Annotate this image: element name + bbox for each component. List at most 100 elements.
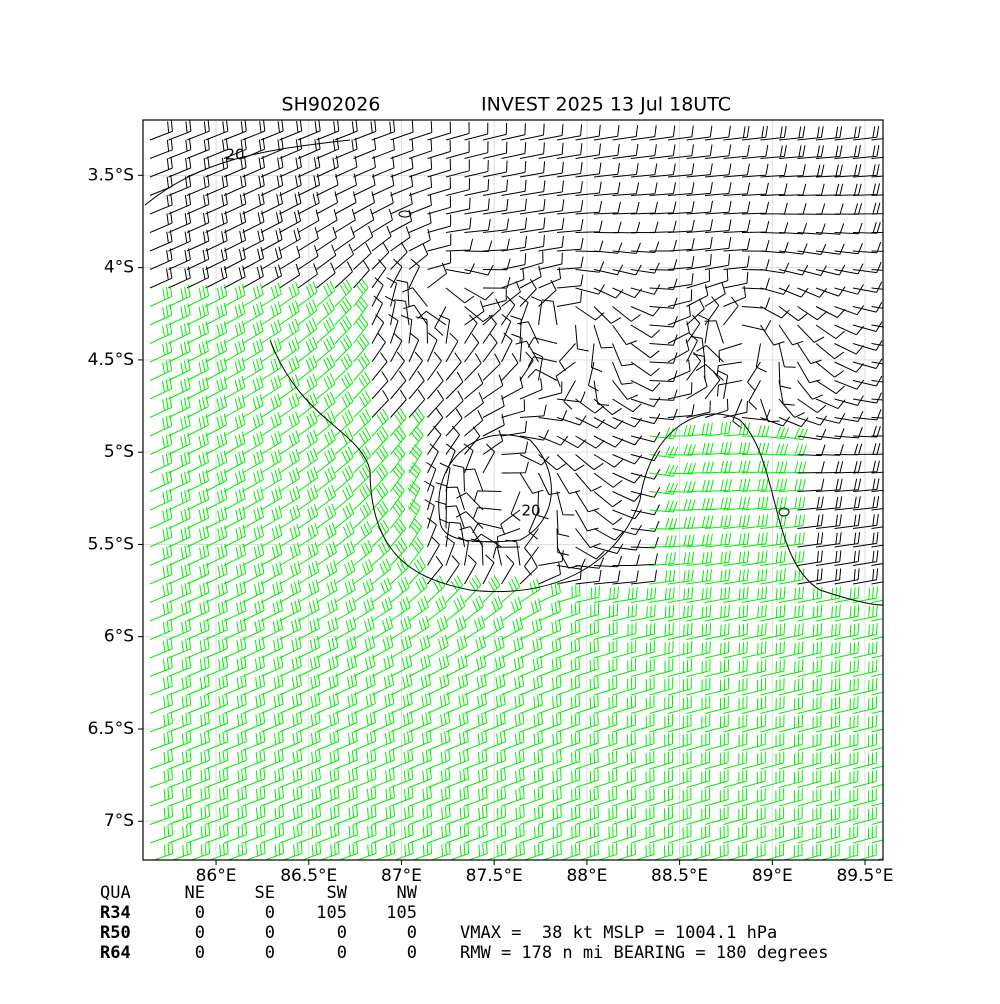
wind-barb xyxy=(279,337,300,363)
wind-barb xyxy=(612,324,638,346)
wind-barb xyxy=(445,786,469,807)
wind-barb xyxy=(634,843,655,860)
wind-barb xyxy=(205,655,229,677)
wind-barb xyxy=(612,676,636,696)
wind-barb xyxy=(741,425,770,437)
wind-barb xyxy=(448,842,470,860)
wind-barb xyxy=(205,674,229,696)
wind-barb xyxy=(438,314,451,344)
wind-barb xyxy=(797,126,824,141)
wind-barb xyxy=(482,289,507,307)
wind-barb xyxy=(260,449,282,474)
wind-barb xyxy=(371,482,389,511)
wind-barb xyxy=(445,634,468,659)
wind-barb xyxy=(316,466,337,492)
wind-barb xyxy=(852,751,877,770)
wind-barb xyxy=(371,711,395,733)
wind-barb xyxy=(649,658,674,677)
wind-barb xyxy=(279,523,301,548)
x-tick-label: 86.5°E xyxy=(280,866,337,886)
wind-barb xyxy=(563,380,576,410)
wind-barb xyxy=(760,769,785,788)
wind-barb xyxy=(593,543,624,554)
wind-barb xyxy=(297,504,319,529)
wind-barb xyxy=(575,306,605,321)
wind-barb xyxy=(223,749,247,770)
wind-barb xyxy=(473,490,502,502)
contour-label: 20 xyxy=(521,502,540,520)
wind-barb xyxy=(186,693,210,714)
wind-barb xyxy=(538,824,562,844)
wind-barb xyxy=(501,236,527,252)
wind-barb xyxy=(482,218,509,233)
plot-frame xyxy=(142,119,884,861)
wind-barb xyxy=(445,711,469,733)
wind-barb xyxy=(149,712,173,733)
wind-barb xyxy=(390,499,406,529)
wind-barb xyxy=(408,351,423,381)
wind-barb xyxy=(242,246,265,270)
wind-barb xyxy=(686,237,713,252)
wind-barb xyxy=(704,296,720,326)
wind-barb xyxy=(353,446,372,474)
wind-barb xyxy=(815,751,840,770)
wind-barb xyxy=(334,428,354,455)
wind-barb xyxy=(334,208,356,233)
wind-barb xyxy=(575,509,599,532)
wind-barb xyxy=(371,673,395,696)
wind-barb xyxy=(667,182,695,196)
isobar xyxy=(144,139,883,606)
wind-barb xyxy=(797,478,825,492)
wind-barb xyxy=(427,233,452,252)
wind-barb xyxy=(593,676,618,696)
wind-barb xyxy=(427,711,451,733)
wind-barb xyxy=(575,569,602,585)
wind-barb xyxy=(427,575,446,603)
wind-barb xyxy=(334,823,358,844)
wind-barb xyxy=(371,371,389,400)
wind-barb xyxy=(168,544,191,566)
wind-barb xyxy=(168,767,192,788)
wind-barb xyxy=(390,481,405,511)
wind-barb xyxy=(186,229,210,252)
wind-barb xyxy=(186,749,210,770)
wind-barb xyxy=(408,748,432,770)
wind-barb xyxy=(704,200,732,215)
wind-barb xyxy=(871,599,883,603)
wind-barb xyxy=(834,460,862,474)
wind-barb xyxy=(353,371,371,400)
wind-barb xyxy=(815,825,840,844)
wind-barb xyxy=(390,692,413,714)
wind-barb xyxy=(834,586,860,603)
wind-barb xyxy=(260,730,284,751)
wind-barb xyxy=(316,654,339,677)
wind-barb xyxy=(871,306,883,309)
wind-barb xyxy=(704,806,729,825)
table-cell: 0 xyxy=(407,923,417,943)
wind-barb xyxy=(223,431,246,455)
wind-barb xyxy=(834,532,861,548)
wind-barb xyxy=(316,597,338,622)
wind-barb xyxy=(593,750,618,770)
wind-barb xyxy=(871,175,883,178)
wind-barb xyxy=(464,179,490,196)
wind-barb xyxy=(519,265,542,289)
summary-line: VMAX = 38 kt MSLP = 1004.1 hPa xyxy=(460,923,777,943)
wind-barb xyxy=(501,217,528,233)
wind-barb xyxy=(667,806,692,825)
wind-barb xyxy=(778,324,804,346)
wind-barb xyxy=(371,259,387,289)
wind-barb xyxy=(260,804,284,825)
wind-barb xyxy=(279,173,302,196)
wind-barb xyxy=(667,569,694,585)
wind-barb xyxy=(593,472,623,488)
wind-barb xyxy=(390,157,414,178)
wind-barb xyxy=(593,586,619,603)
wind-barb xyxy=(838,843,859,860)
wind-barb xyxy=(464,409,484,437)
wind-barb xyxy=(242,283,264,307)
wind-barb xyxy=(501,616,524,640)
wind-barb xyxy=(316,410,336,437)
wind-barb xyxy=(555,361,576,387)
wind-barb xyxy=(815,586,841,603)
